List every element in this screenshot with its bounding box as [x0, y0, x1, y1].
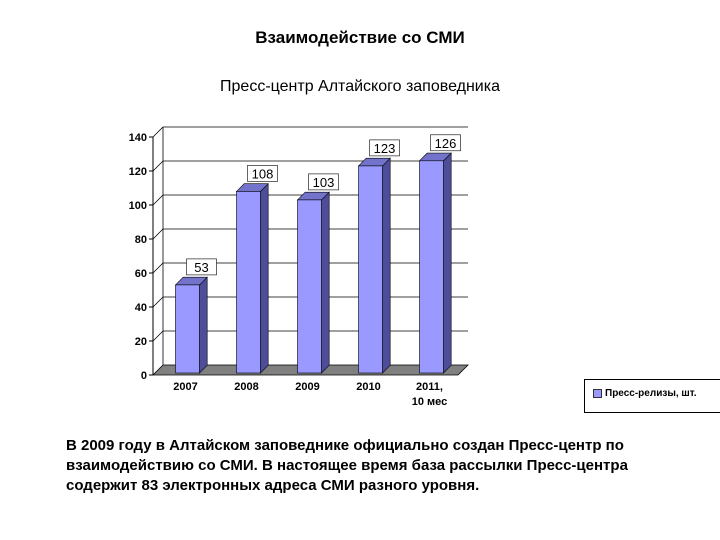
bar [175, 284, 200, 374]
x-tick-label-line: 2009 [295, 381, 319, 393]
bar-side [321, 191, 330, 374]
gridline-diagonal [152, 126, 164, 138]
data-label-box [247, 165, 278, 182]
y-tick-label: 40 [135, 302, 147, 314]
caption-text: В 2009 году в Алтайском заповеднике офиц… [66, 437, 628, 494]
x-tick-label: 2007 [173, 381, 197, 393]
x-tick-label-line: 10 мес [412, 396, 448, 408]
gridline-diagonal [152, 194, 164, 206]
x-tick-label: 2009 [295, 381, 319, 393]
data-label: 108 [252, 166, 274, 181]
data-label-box [369, 139, 400, 157]
bar-side [260, 182, 269, 374]
y-tick-label: 100 [129, 200, 147, 212]
x-tick-label-line: 2010 [356, 381, 380, 393]
bar-side [199, 276, 208, 374]
gridline-diagonal [152, 296, 164, 308]
bar [419, 160, 444, 374]
y-tick-label: 140 [129, 132, 147, 144]
page-title: Взаимодействие со СМИ [255, 28, 465, 47]
legend-label: Пресс-релизы, шт. [605, 388, 697, 399]
data-label: 126 [435, 136, 457, 151]
y-tick-label: 120 [129, 166, 147, 178]
chart-legend: Пресс-релизы, шт. [584, 379, 720, 413]
x-tick-label: 2010 [356, 381, 380, 393]
gridline-diagonal [152, 330, 164, 342]
y-tick-label: 80 [135, 234, 147, 246]
legend-swatch [593, 388, 602, 398]
data-label: 53 [194, 260, 208, 275]
gridline-diagonal [152, 228, 164, 240]
x-tick-label-line: 2007 [173, 381, 197, 393]
gridline-diagonal [152, 160, 164, 172]
data-label: 123 [374, 141, 396, 156]
bar-side [382, 157, 391, 374]
gridline-diagonal [152, 262, 164, 274]
x-tick-label: 2011, 10 мес [412, 381, 448, 408]
bar [297, 199, 322, 374]
y-tick-label: 60 [135, 268, 147, 280]
y-tick-label: 20 [135, 336, 147, 348]
data-label-box [308, 173, 339, 191]
bar [236, 191, 261, 374]
x-tick-label: 2008 [234, 381, 258, 393]
data-label-box [430, 134, 461, 152]
data-label-box [186, 258, 217, 276]
bar-chart: 0 20 40 60 80 100 120 140 53 2007 108 2008 103 2009 12… [129, 126, 469, 408]
data-label: 103 [313, 175, 335, 190]
chart: 0 20 40 60 80 100 120 140 53 2007 108 2008 103 2009 12… [108, 124, 720, 414]
x-tick-label-line: 2011, [416, 381, 443, 393]
page-subtitle: Пресс-центр Алтайского заповедника [220, 78, 500, 95]
y-tick-label: 0 [141, 370, 147, 382]
bar-side [443, 152, 452, 374]
x-tick-label-line: 2008 [234, 381, 258, 393]
bar [358, 165, 383, 374]
